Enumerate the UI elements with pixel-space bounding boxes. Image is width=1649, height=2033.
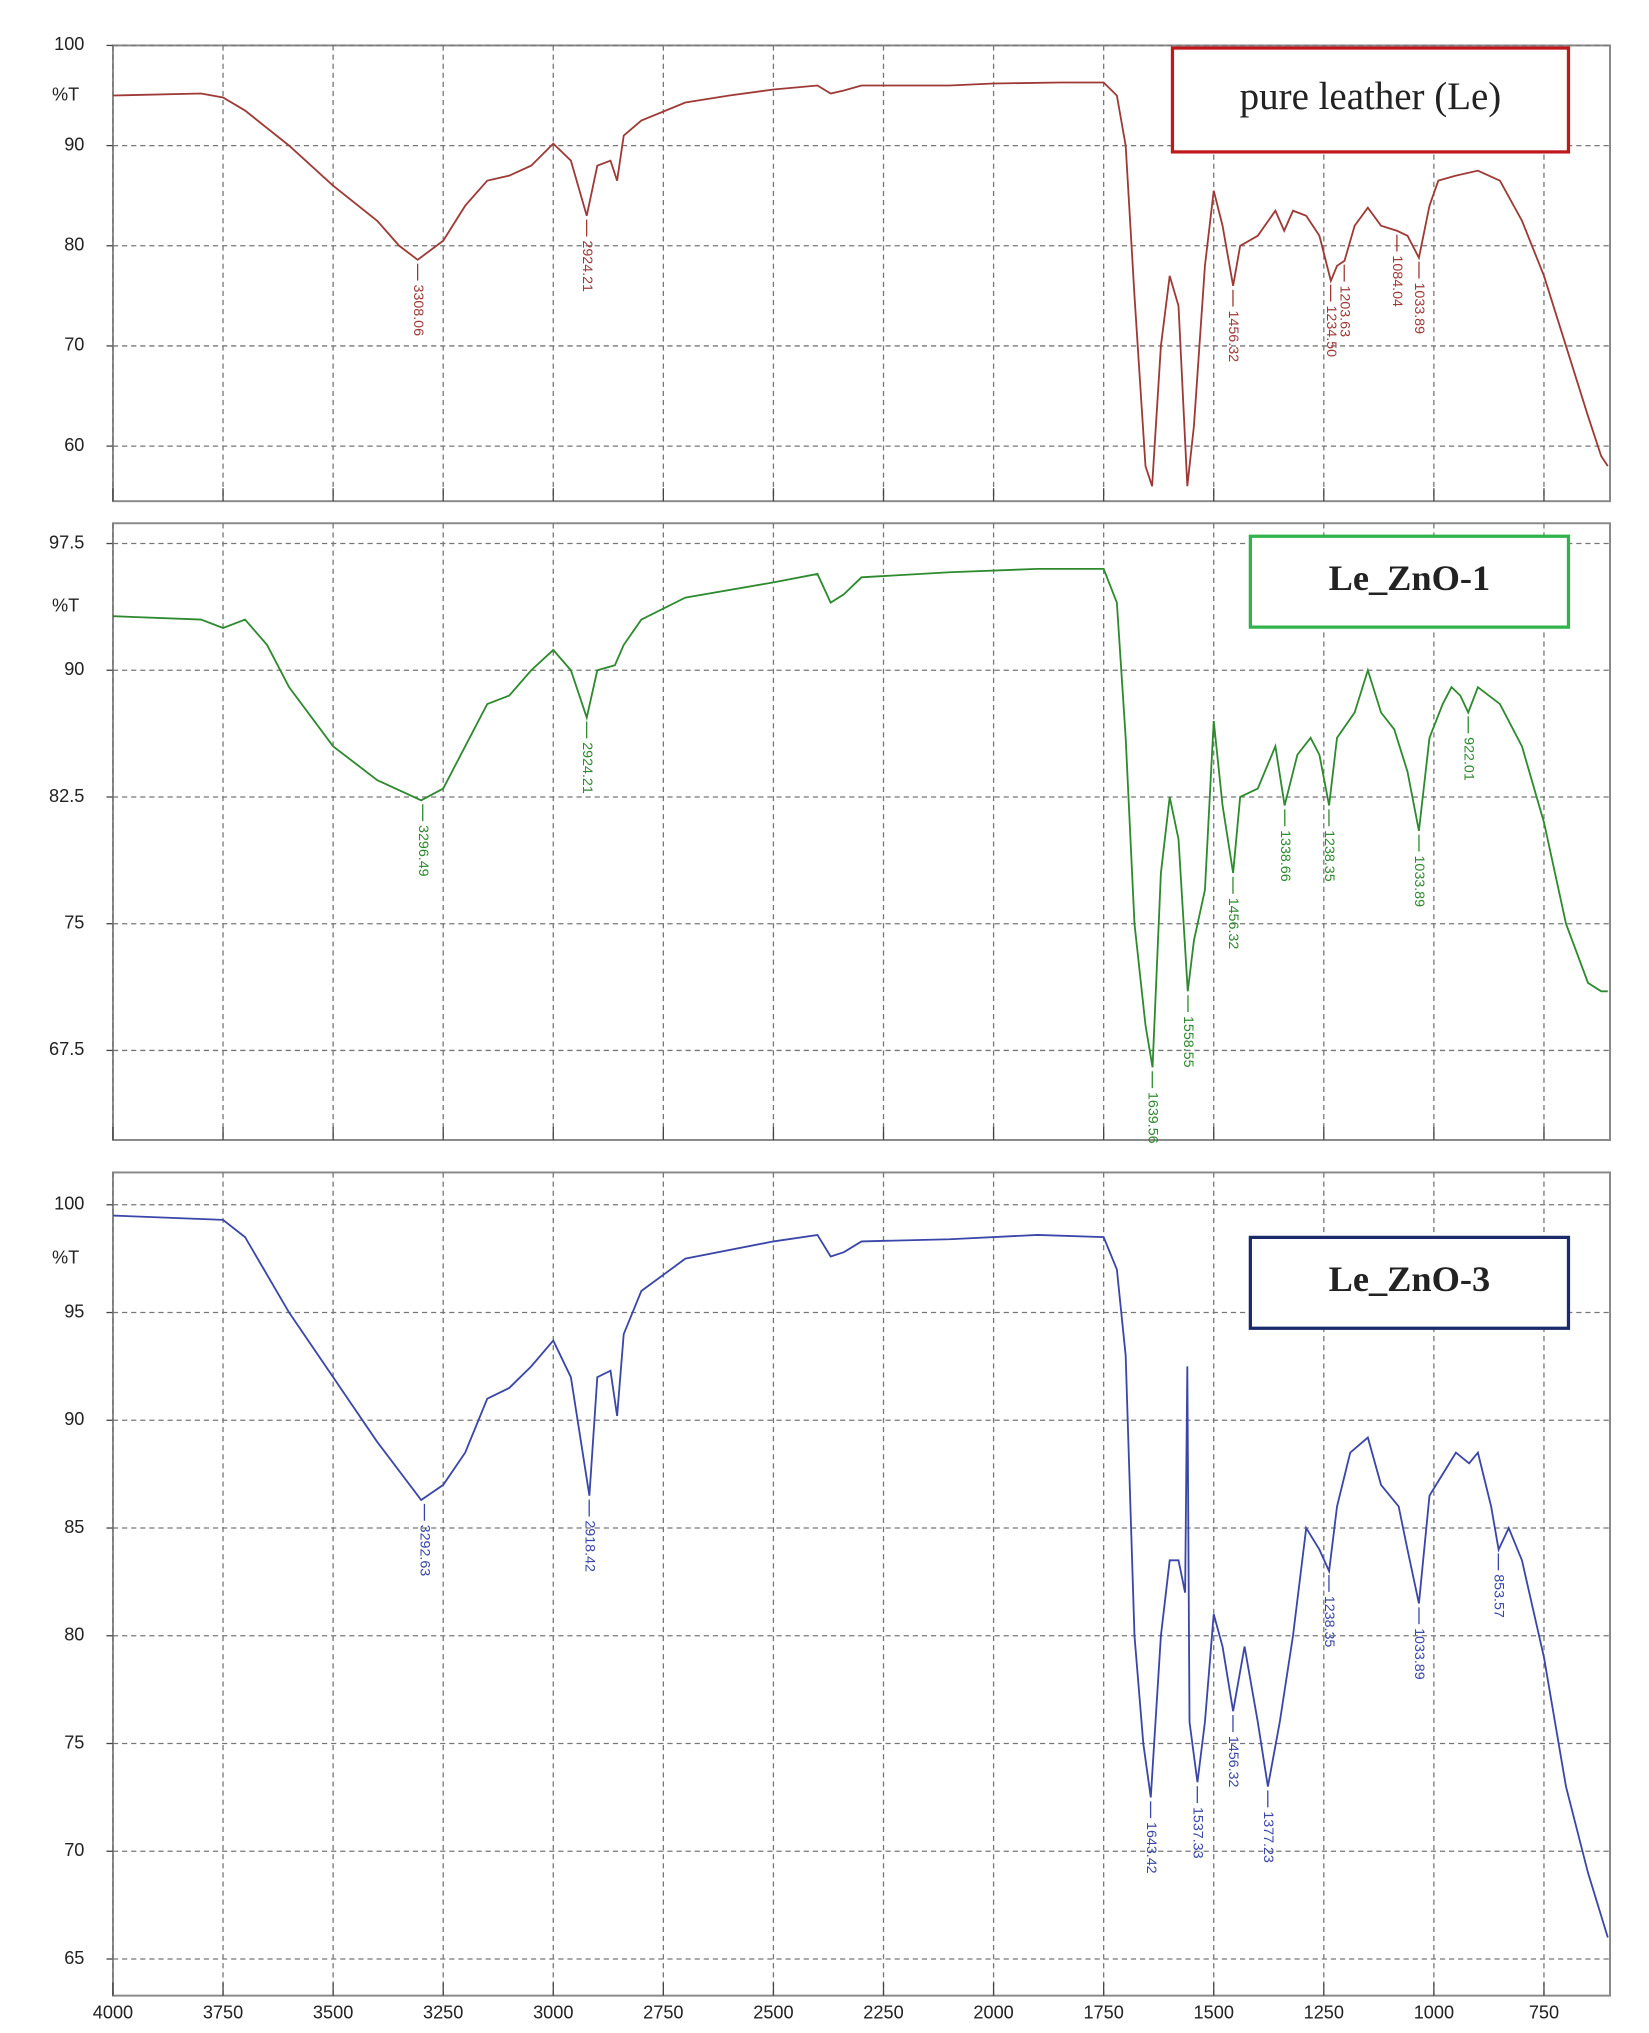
- spectrum-line: [112, 81, 1609, 487]
- x-tick-label: 1750: [1083, 2003, 1123, 2023]
- x-tick-label: 3000: [533, 2003, 573, 2023]
- x-tick-label: 3250: [423, 2003, 463, 2023]
- y-tick-label: 60: [64, 435, 84, 455]
- y-tick-label: 70: [64, 1840, 84, 1860]
- x-tick-label: 3500: [313, 2003, 353, 2023]
- peak-label: 1033.89: [1411, 855, 1427, 907]
- x-tick-label: 2750: [643, 2003, 683, 2023]
- peak-label: 3292.63: [417, 1525, 433, 1577]
- peak-label: 1338.66: [1277, 830, 1293, 882]
- peak-label: 3308.06: [410, 284, 426, 336]
- y-axis-label: %T: [52, 596, 79, 616]
- y-tick-label: 90: [64, 134, 84, 154]
- y-tick-label: 95: [64, 1301, 84, 1321]
- peak-label: 922.01: [1460, 737, 1476, 781]
- legend-box: [1170, 46, 1571, 154]
- y-axis-label: %T: [52, 84, 79, 104]
- y-tick-label: 70: [64, 335, 84, 355]
- peak-label: 2924.21: [579, 742, 595, 794]
- x-tick-label: 1000: [1414, 2003, 1454, 2023]
- y-tick-label: 85: [64, 1517, 84, 1537]
- legend-label: pure leather (Le): [1240, 75, 1502, 118]
- peak-label: 1643.42: [1143, 1822, 1159, 1874]
- peak-label: 1456.32: [1225, 898, 1241, 950]
- peak-label: 853.57: [1491, 1574, 1507, 1618]
- y-tick-label: 97.5: [49, 532, 84, 552]
- peak-label: 1084.04: [1389, 255, 1405, 307]
- peak-label: 1377.23: [1260, 1811, 1276, 1863]
- peak-label: 1033.89: [1411, 1628, 1427, 1680]
- peak-label: 1456.32: [1225, 1736, 1241, 1788]
- peak-label: 1456.32: [1225, 311, 1241, 363]
- y-tick-label: 90: [64, 1409, 84, 1429]
- peak-label: 1238.35: [1321, 830, 1337, 882]
- x-tick-label: 750: [1529, 2003, 1559, 2023]
- y-tick-label: 67.5: [49, 1039, 84, 1059]
- y-tick-label: 100: [54, 34, 84, 54]
- y-axis-label: %T: [52, 1247, 79, 1267]
- x-tick-label: 1500: [1194, 2003, 1234, 2023]
- peak-label: 2924.21: [579, 240, 595, 292]
- y-tick-label: 80: [64, 1625, 84, 1645]
- legend-label: Le_ZnO-3: [1329, 1259, 1491, 1299]
- peak-label: 1639.56: [1145, 1092, 1161, 1144]
- peak-label: 2918.42: [581, 1520, 597, 1572]
- peak-label: 3296.49: [415, 825, 431, 877]
- x-tick-label: 4000: [93, 2003, 133, 2023]
- peak-label: 1033.89: [1411, 282, 1427, 334]
- spectrum-line: [112, 1214, 1609, 1938]
- x-tick-label: 2250: [863, 2003, 903, 2023]
- y-tick-label: 65: [64, 1948, 84, 1968]
- y-tick-label: 75: [64, 1732, 84, 1752]
- peak-label: 1558.55: [1180, 1016, 1196, 1068]
- y-tick-label: 80: [64, 235, 84, 255]
- peak-label: 1238.35: [1321, 1596, 1337, 1648]
- y-tick-label: 82.5: [49, 786, 84, 806]
- legend-box: [1248, 1235, 1571, 1330]
- x-tick-label: 3750: [203, 2003, 243, 2023]
- chart-body: 60 70 80 90 100 %T pure leather (Le) 3308.06 292…: [49, 34, 1611, 2023]
- y-tick-label: 100: [54, 1194, 84, 1214]
- peak-label: 1537.33: [1190, 1807, 1206, 1859]
- y-tick-label: 90: [64, 659, 84, 679]
- peak-label: 1203.63: [1336, 285, 1352, 337]
- x-tick-label: 1250: [1304, 2003, 1344, 2023]
- x-tick-label: 2000: [973, 2003, 1013, 2023]
- x-tick-label: 2500: [753, 2003, 793, 2023]
- y-tick-label: 75: [64, 913, 84, 933]
- legend-box: [1248, 534, 1571, 629]
- peak-label: 1234.50: [1323, 305, 1339, 357]
- spectrum-line: [112, 567, 1608, 1068]
- legend-label: Le_ZnO-1: [1329, 558, 1491, 598]
